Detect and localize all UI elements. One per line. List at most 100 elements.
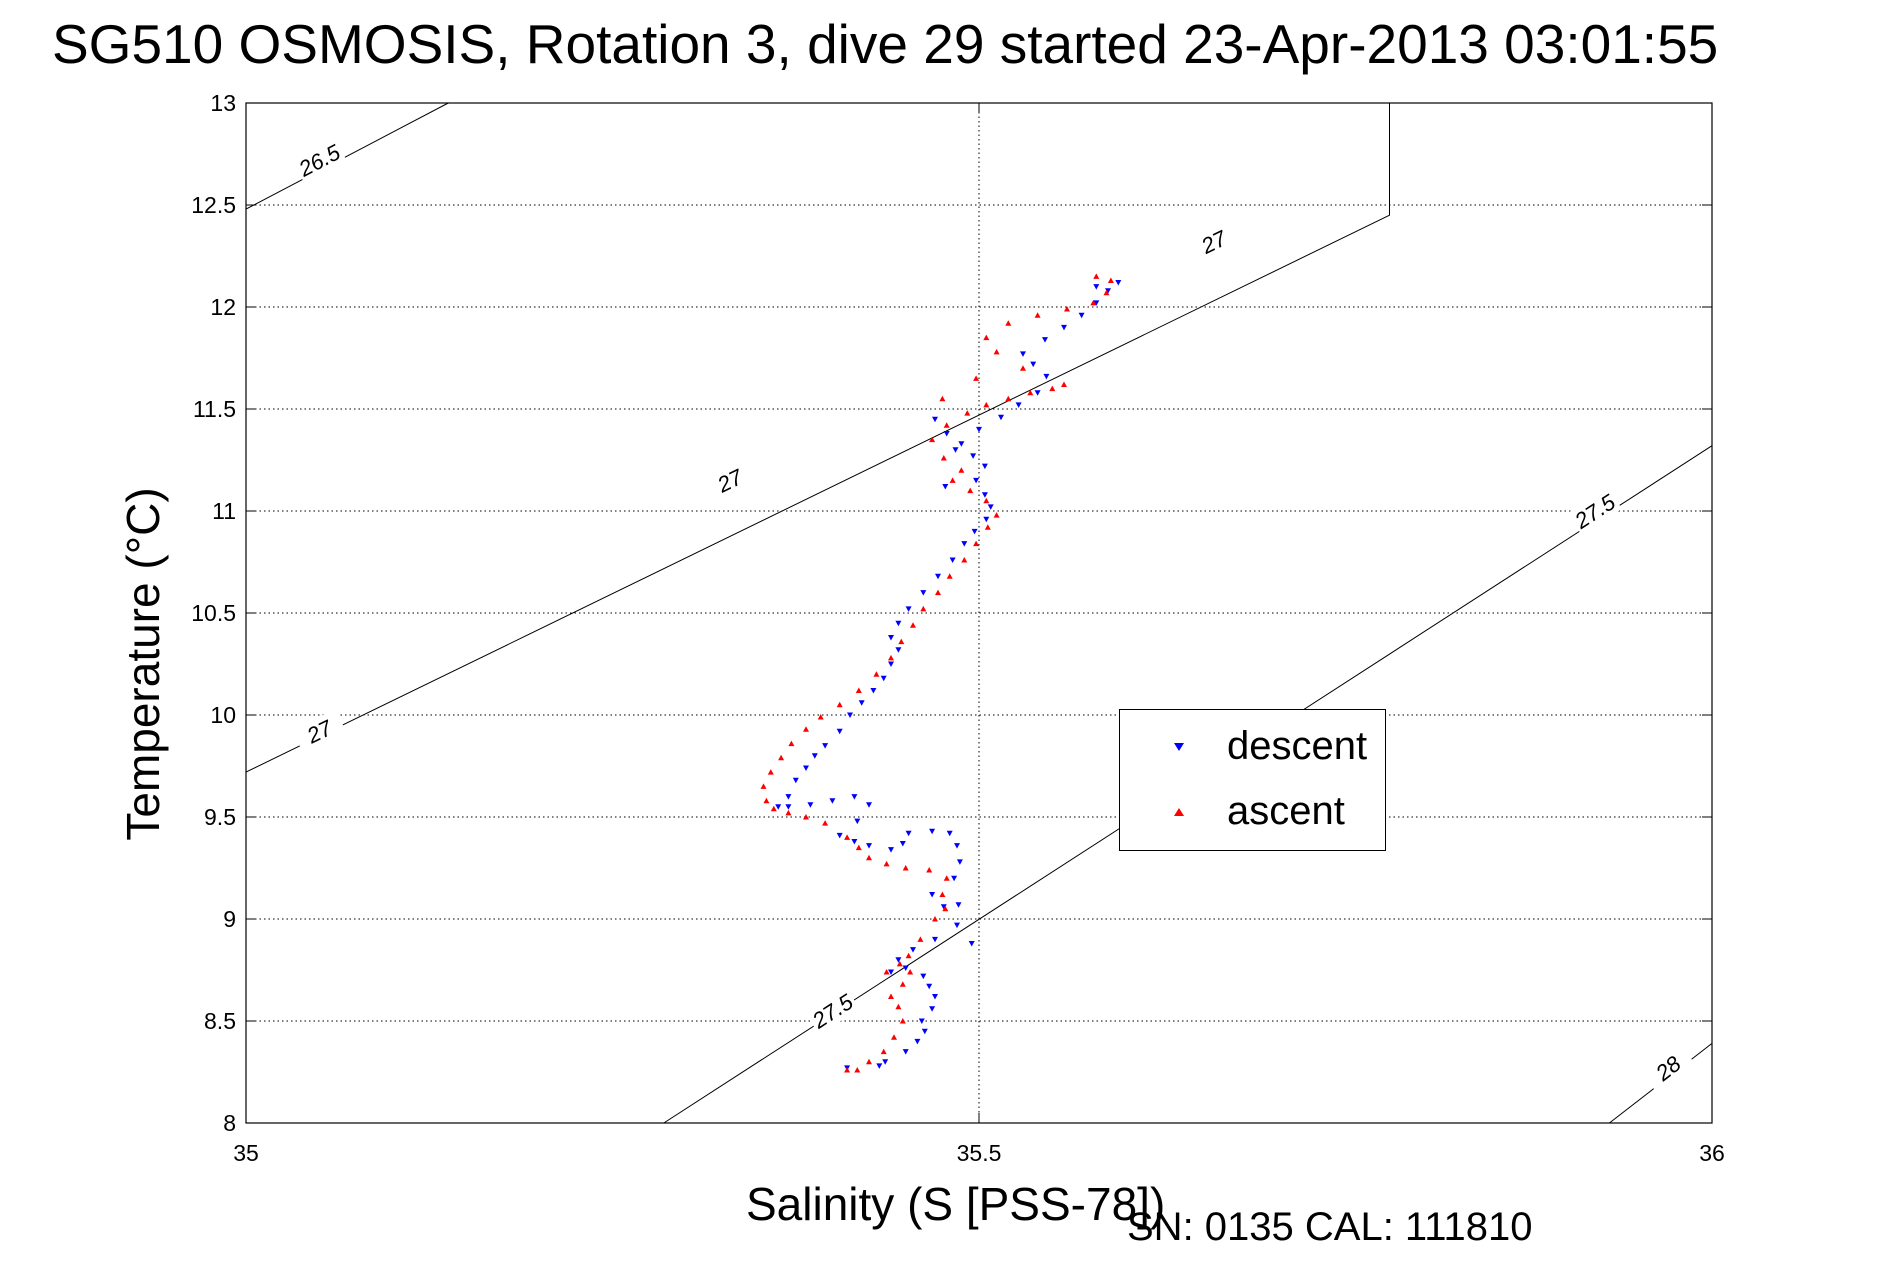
ascent-point bbox=[942, 905, 949, 912]
descent-point bbox=[1042, 337, 1048, 343]
descent-point bbox=[983, 516, 990, 523]
descent-point bbox=[1115, 280, 1122, 286]
ascent-point bbox=[803, 814, 809, 820]
ascent-point bbox=[1061, 381, 1067, 387]
ascent-point bbox=[943, 422, 950, 428]
descent-point bbox=[940, 904, 947, 910]
ascent-point bbox=[958, 467, 965, 473]
descent-point bbox=[1061, 324, 1067, 331]
ascent-point bbox=[905, 952, 912, 959]
contour-label-bg bbox=[292, 137, 347, 183]
ascent-point bbox=[770, 805, 777, 812]
ascent-point bbox=[1064, 306, 1070, 312]
legend-item-ascent: ascent bbox=[1120, 787, 1385, 837]
ascent-point bbox=[866, 854, 872, 861]
y-tick-label: 8 bbox=[223, 1110, 236, 1136]
ascent-point bbox=[898, 638, 905, 645]
descent-point bbox=[1105, 288, 1111, 294]
ascent-point bbox=[888, 654, 894, 661]
ascent-point bbox=[983, 334, 990, 341]
ascent-point bbox=[883, 860, 890, 867]
ascent-point bbox=[910, 622, 916, 628]
axis-ticks bbox=[245, 102, 1713, 1124]
x-axis-label: Salinity (S [PSS-78]) bbox=[746, 1178, 1166, 1230]
descent-point bbox=[854, 818, 861, 825]
descent-point bbox=[847, 712, 853, 718]
ascent-point bbox=[854, 1067, 861, 1073]
ascent-point bbox=[939, 891, 946, 897]
descent-point bbox=[858, 700, 865, 706]
ascent-point bbox=[1020, 365, 1026, 371]
ascent-point bbox=[888, 993, 894, 999]
ascent-point bbox=[926, 867, 933, 873]
descent-point bbox=[1020, 351, 1026, 357]
descent-point bbox=[929, 892, 936, 898]
descent-point bbox=[905, 606, 912, 612]
y-tick-label: 10 bbox=[210, 702, 236, 728]
descent-point bbox=[949, 557, 956, 563]
ascent-point bbox=[1090, 299, 1097, 306]
descent-point bbox=[888, 969, 894, 975]
ascent-point bbox=[943, 875, 950, 881]
ascent-point bbox=[844, 1067, 851, 1073]
descent-point bbox=[920, 973, 927, 980]
descent-point bbox=[888, 661, 894, 667]
x-tick-label: 36 bbox=[1699, 1140, 1725, 1166]
ascent-point bbox=[940, 455, 947, 461]
triangle-up-icon bbox=[1174, 808, 1184, 816]
descent-point bbox=[918, 1018, 925, 1024]
descent-point bbox=[955, 902, 962, 908]
descent-point bbox=[1078, 312, 1085, 319]
descent-point bbox=[968, 941, 975, 947]
ascent-point bbox=[844, 834, 851, 840]
ascent-point bbox=[788, 740, 795, 747]
ascent-point bbox=[993, 512, 1000, 518]
ascent-point bbox=[1005, 395, 1012, 402]
descent-point bbox=[971, 528, 978, 535]
descent-point bbox=[932, 416, 938, 423]
descent-point bbox=[973, 477, 980, 484]
legend: descent ascent bbox=[1119, 709, 1386, 851]
descent-point bbox=[958, 441, 965, 447]
descent-point bbox=[932, 994, 938, 1000]
contour-label-bg bbox=[1186, 219, 1241, 264]
ascent-point bbox=[946, 573, 953, 579]
serial-calibration-text: SN: 0135 CAL: 111810 bbox=[1127, 1205, 1533, 1249]
ascent-point bbox=[1107, 277, 1114, 283]
y-axis-label: Temperature (°C) bbox=[117, 487, 169, 841]
ascent-point bbox=[778, 754, 785, 761]
contour-label-bg bbox=[1641, 1042, 1695, 1093]
ascent-point bbox=[873, 671, 880, 677]
descent-point bbox=[866, 802, 872, 808]
descent-point bbox=[926, 983, 933, 990]
ascent-point bbox=[917, 936, 924, 942]
contour-label-bg bbox=[702, 458, 758, 503]
descent-point bbox=[888, 635, 894, 641]
descent-point bbox=[935, 573, 941, 580]
ascent-point bbox=[1103, 289, 1110, 296]
descent-point bbox=[1093, 300, 1100, 306]
ascent-point bbox=[1005, 320, 1012, 326]
descent-point bbox=[792, 777, 799, 784]
descent-point bbox=[951, 875, 958, 882]
descent-point bbox=[954, 922, 960, 929]
descent-point bbox=[785, 794, 792, 800]
y-tick-label: 12.5 bbox=[191, 192, 236, 218]
ascent-point bbox=[767, 769, 774, 775]
ascent-point bbox=[993, 348, 1000, 355]
descent-point bbox=[882, 1059, 889, 1065]
ascent-point bbox=[1034, 312, 1041, 318]
descent-point bbox=[895, 957, 902, 963]
ascent-point bbox=[817, 714, 824, 720]
ascent-point bbox=[855, 687, 862, 693]
descent-point bbox=[1043, 373, 1050, 380]
ascent-point bbox=[902, 865, 909, 871]
contour-label-bg bbox=[805, 986, 860, 1035]
descent-point bbox=[829, 798, 836, 804]
y-tick-label: 9.5 bbox=[204, 804, 236, 830]
descent-point bbox=[905, 830, 912, 837]
descent-point bbox=[836, 728, 843, 735]
descent-point bbox=[895, 620, 902, 627]
descent-point bbox=[981, 492, 988, 498]
descent-point bbox=[954, 843, 960, 849]
